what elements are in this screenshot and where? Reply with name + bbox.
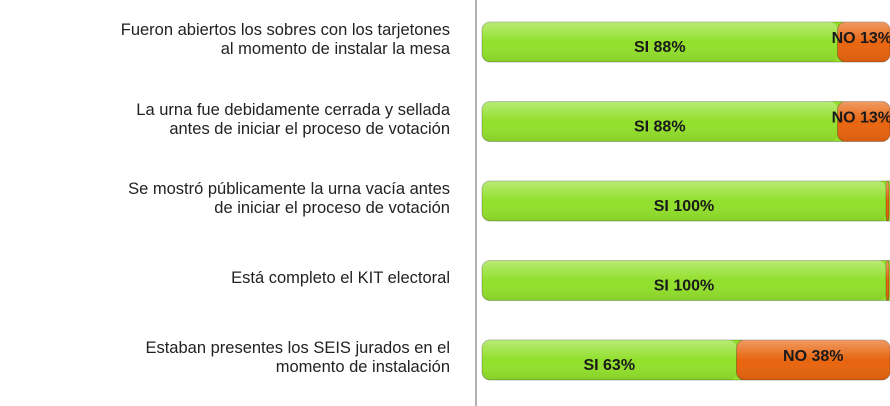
category-label: Está completo el KIT electoral [231,269,450,287]
value-label: NO 38% [783,348,843,365]
bar-sheen [482,101,838,142]
category-label: La urna fue debidamente cerrada y sellad… [136,100,450,138]
category-label: Estaban presentes los SEIS jurados en el… [145,339,450,376]
category-label: Fueron abiertos los sobres con los tarje… [120,21,450,58]
value-label: NO 13% [832,30,890,47]
bar-sheen [482,22,838,62]
bar-sheen [482,181,886,221]
bar-sheen [736,340,890,380]
bar-sheen [482,260,886,301]
value-label: SI 100% [654,278,714,295]
value-label: SI 63% [583,357,635,374]
value-label: SI 88% [634,119,686,136]
bar-sheen [482,340,737,380]
bar-sheen [837,22,890,62]
bar-sheen [886,181,889,221]
value-label: SI 88% [634,39,686,56]
value-label: SI 100% [654,198,714,215]
value-label: NO 13% [832,110,890,127]
bar-sheen [837,101,890,142]
category-label: Se mostró públicamente la urna vacía ant… [128,180,450,217]
bar-sheen [886,260,889,301]
